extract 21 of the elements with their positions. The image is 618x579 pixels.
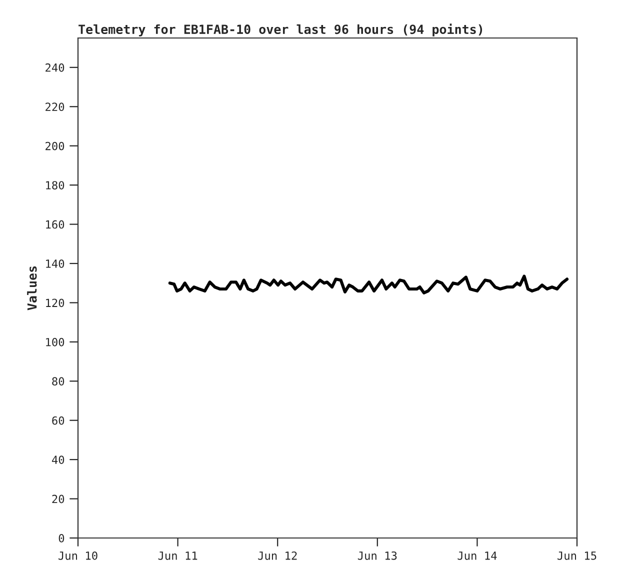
y-tick-label: 180 — [46, 181, 64, 190]
x-tick-label: Jun 13 — [358, 551, 397, 560]
x-tick-label: Jun 12 — [258, 551, 297, 560]
y-tick-label: 140 — [46, 259, 64, 268]
x-tick-label: Jun 10 — [58, 551, 98, 560]
x-tick-label: Jun 14 — [458, 552, 497, 560]
x-tick-label: Jun 15 — [558, 552, 596, 560]
y-tick-label: 100 — [46, 338, 64, 346]
y-tick-label: 220 — [46, 102, 64, 112]
y-axis-title: Values — [27, 266, 37, 310]
chart-title: Telemetry for EB1FAB-10 over last 96 hours (94 points) — [78, 24, 482, 36]
y-tick-label: 0 — [58, 534, 64, 542]
y-tick-label: 120 — [46, 298, 64, 308]
y-tick-label: 20 — [52, 494, 64, 504]
x-tick-label: Jun 11 — [158, 552, 198, 560]
y-tick-label: 240 — [46, 63, 64, 72]
y-tick-label: 80 — [52, 377, 64, 386]
y-tick-label: 200 — [46, 142, 64, 150]
y-tick-label: 60 — [52, 416, 64, 425]
y-tick-label: 40 — [52, 456, 64, 464]
y-tick-label: 160 — [46, 220, 64, 229]
